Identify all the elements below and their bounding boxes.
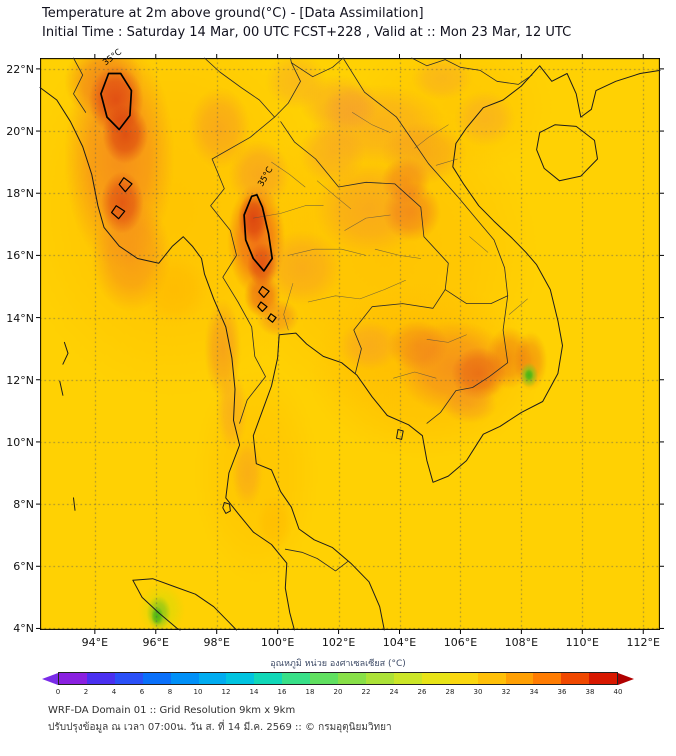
lat-tick-label: 14°N xyxy=(6,311,34,325)
lon-tick-label: 110°E xyxy=(565,636,600,649)
axis-tick-marks xyxy=(36,54,664,634)
colorbar-segment xyxy=(589,673,618,684)
coastlines xyxy=(39,65,661,631)
colorbar-tick-label: 34 xyxy=(529,688,539,696)
colorbar-segment xyxy=(505,673,534,684)
colorbar-tick-label: 40 xyxy=(613,688,623,696)
colorbar-segment xyxy=(86,673,115,684)
colorbar-tick-label: 32 xyxy=(501,688,511,696)
model-info-text: WRF-DA Domain 01 :: Grid Resolution 9km … xyxy=(48,705,296,716)
colorbar-segment xyxy=(449,673,478,684)
country-borders xyxy=(73,57,533,572)
colorbar-tick-label: 2 xyxy=(83,688,89,696)
colorbar-segment xyxy=(114,673,143,684)
lat-tick-label: 16°N xyxy=(6,249,34,263)
colorbar-tick-label: 18 xyxy=(305,688,315,696)
contour-value-label: 35°C xyxy=(256,165,275,188)
colorbar-tick-label: 20 xyxy=(333,688,343,696)
lon-tick-label: 104°E xyxy=(382,636,417,649)
colorbar-segment xyxy=(561,673,590,684)
page-subtitle: Initial Time : Saturday 14 Mar, 00 UTC F… xyxy=(42,25,572,40)
lat-tick-label: 6°N xyxy=(13,560,34,574)
colorbar-tick-label: 16 xyxy=(277,688,287,696)
lon-tick-label: 98°E xyxy=(203,636,230,649)
lat-tick-label: 22°N xyxy=(6,62,34,76)
colorbar-under-arrow xyxy=(42,672,58,685)
colorbar-tick-label: 0 xyxy=(55,688,61,696)
colorbar-tick-label: 28 xyxy=(445,688,455,696)
colorbar-segment xyxy=(393,673,422,684)
province-borders xyxy=(253,112,528,379)
colorbar xyxy=(42,672,634,685)
lon-tick-label: 106°E xyxy=(443,636,478,649)
lat-tick-label: 8°N xyxy=(13,498,34,512)
colorbar-tick-label: 14 xyxy=(249,688,259,696)
colorbar-tick-label: 12 xyxy=(221,688,231,696)
map-overlay-svg: 35°C 35°C xyxy=(36,47,664,634)
colorbar-segment xyxy=(338,673,366,684)
update-info-text: ปรับปรุงข้อมูล ณ เวลา 07:00น. วัน ส. ที่… xyxy=(48,722,392,733)
lon-tick-label: 100°E xyxy=(260,636,295,649)
lon-tick-label: 112°E xyxy=(626,636,660,649)
colorbar-tick-label: 10 xyxy=(193,688,203,696)
colorbar-tick-label: 8 xyxy=(167,688,173,696)
colorbar-tick-label: 38 xyxy=(585,688,595,696)
lon-tick-label: 108°E xyxy=(504,636,539,649)
colorbar-segment xyxy=(59,673,87,684)
temperature-contours xyxy=(100,72,277,323)
lat-tick-label: 10°N xyxy=(6,435,34,449)
colorbar-over-arrow xyxy=(618,672,634,685)
colorbar-segment xyxy=(421,673,450,684)
lon-tick-label: 96°E xyxy=(142,636,169,649)
map-plot: 35°C 35°C xyxy=(36,47,664,634)
lat-tick-label: 20°N xyxy=(6,125,34,139)
colorbar-segment xyxy=(254,673,283,684)
colorbar-tick-label: 26 xyxy=(417,688,427,696)
colorbar-tick-label: 36 xyxy=(557,688,567,696)
colorbar-segment xyxy=(226,673,255,684)
contour-value-label: 35°C xyxy=(101,47,124,68)
colorbar-ticks: 0 2 4 6 8 10 12 14 16 18 20 22 24 26 28 30 32 34 36 38 40 xyxy=(56,688,623,698)
colorbar-segment xyxy=(365,673,394,684)
lon-tick-label: 102°E xyxy=(321,636,356,649)
colorbar-gradient xyxy=(58,672,618,685)
lat-tick-label: 12°N xyxy=(6,373,34,387)
colorbar-tick-label: 24 xyxy=(389,688,399,696)
lat-tick-label: 18°N xyxy=(6,187,34,201)
temperature-field-canvas xyxy=(40,58,660,630)
colorbar-segment xyxy=(198,673,227,684)
colorbar-tick-label: 22 xyxy=(361,688,371,696)
lat-tick-label: 4°N xyxy=(13,622,34,636)
colorbar-tick-label: 6 xyxy=(139,688,145,696)
lon-tick-label: 94°E xyxy=(81,636,109,649)
colorbar-segment xyxy=(310,673,339,684)
colorbar-label: อุณหภูมิ หน่วย องศาเซลเซียส (°C) xyxy=(270,659,406,669)
colorbar-segment xyxy=(142,673,171,684)
colorbar-segment xyxy=(170,673,199,684)
colorbar-tick-label: 4 xyxy=(111,688,117,696)
page-title: Temperature at 2m above ground(°C) - [Da… xyxy=(42,6,424,21)
colorbar-segment xyxy=(282,673,311,684)
colorbar-segment xyxy=(477,673,506,684)
colorbar-tick-label: 30 xyxy=(473,688,483,696)
colorbar-segment xyxy=(533,673,562,684)
